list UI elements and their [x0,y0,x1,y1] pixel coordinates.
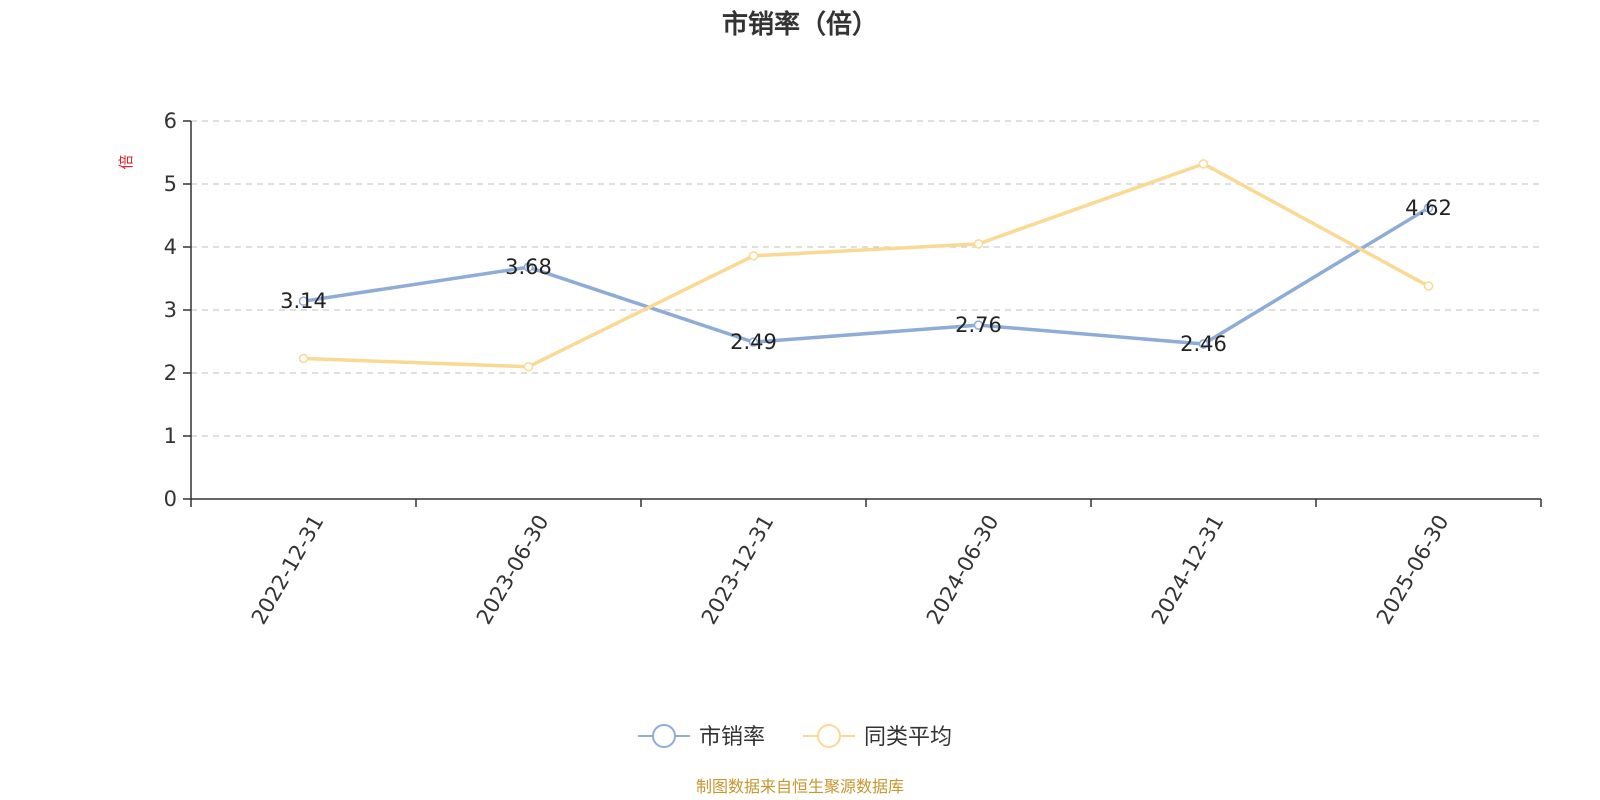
legend-label: 市销率 [699,725,765,750]
data-point[interactable] [523,262,534,272]
y-tick-label: 2 [164,361,177,385]
legend-marker [652,724,676,748]
legend[interactable]: 市销率 同类平均 [638,724,952,750]
chart-title: 市销率（倍） [722,9,878,40]
data-point[interactable] [748,337,759,347]
y-tick-label: 3 [164,298,177,322]
x-tick-label: 2023-06-30 [472,511,554,629]
data-labels: 3.14 3.68 2.49 2.76 2.46 4.62 [280,196,1452,356]
data-point[interactable] [298,353,309,364]
x-tick-label: 2022-12-31 [247,511,329,629]
data-label: 2.46 [1180,332,1227,356]
y-tick-label: 4 [164,235,177,259]
grid-lines [191,120,1541,437]
axes: 0 1 2 3 4 5 6 2022-12-31 2023-06-30 2023-12-31 202… [164,109,1542,629]
series-lines [298,159,1434,372]
series-line-1 [303,206,1430,346]
data-point[interactable] [1423,203,1434,213]
data-label: 3.14 [280,289,327,313]
data-point[interactable] [298,296,309,306]
x-tick-label: 2025-06-30 [1372,511,1454,629]
data-point[interactable] [1423,281,1434,291]
data-point[interactable] [1198,339,1209,349]
data-point[interactable] [973,320,984,330]
data-point[interactable] [1198,159,1209,169]
x-tick-label: 2024-06-30 [922,511,1004,629]
data-label: 2.76 [955,313,1002,337]
x-tick-label: 2023-12-31 [697,511,779,629]
x-tick-label: 2024-12-31 [1147,511,1229,629]
data-point[interactable] [523,361,534,372]
y-tick-label: 6 [164,109,177,133]
data-label: 3.68 [505,255,552,279]
data-label: 4.62 [1405,196,1452,220]
legend-label: 同类平均 [864,725,952,750]
data-point[interactable] [973,239,984,249]
y-tick-label: 5 [164,172,177,196]
source-note: 制图数据来自恒生聚源数据库 [696,777,904,796]
series-line-2 [303,162,1430,369]
data-point[interactable] [748,251,759,261]
legend-item-2[interactable]: 同类平均 [803,724,952,750]
y-axis-unit-label: 倍 [117,154,135,169]
data-label: 2.49 [730,330,777,354]
y-tick-label: 1 [164,424,177,448]
legend-marker [817,724,841,748]
y-tick-label: 0 [164,487,177,511]
legend-item-1[interactable]: 市销率 [638,724,765,750]
